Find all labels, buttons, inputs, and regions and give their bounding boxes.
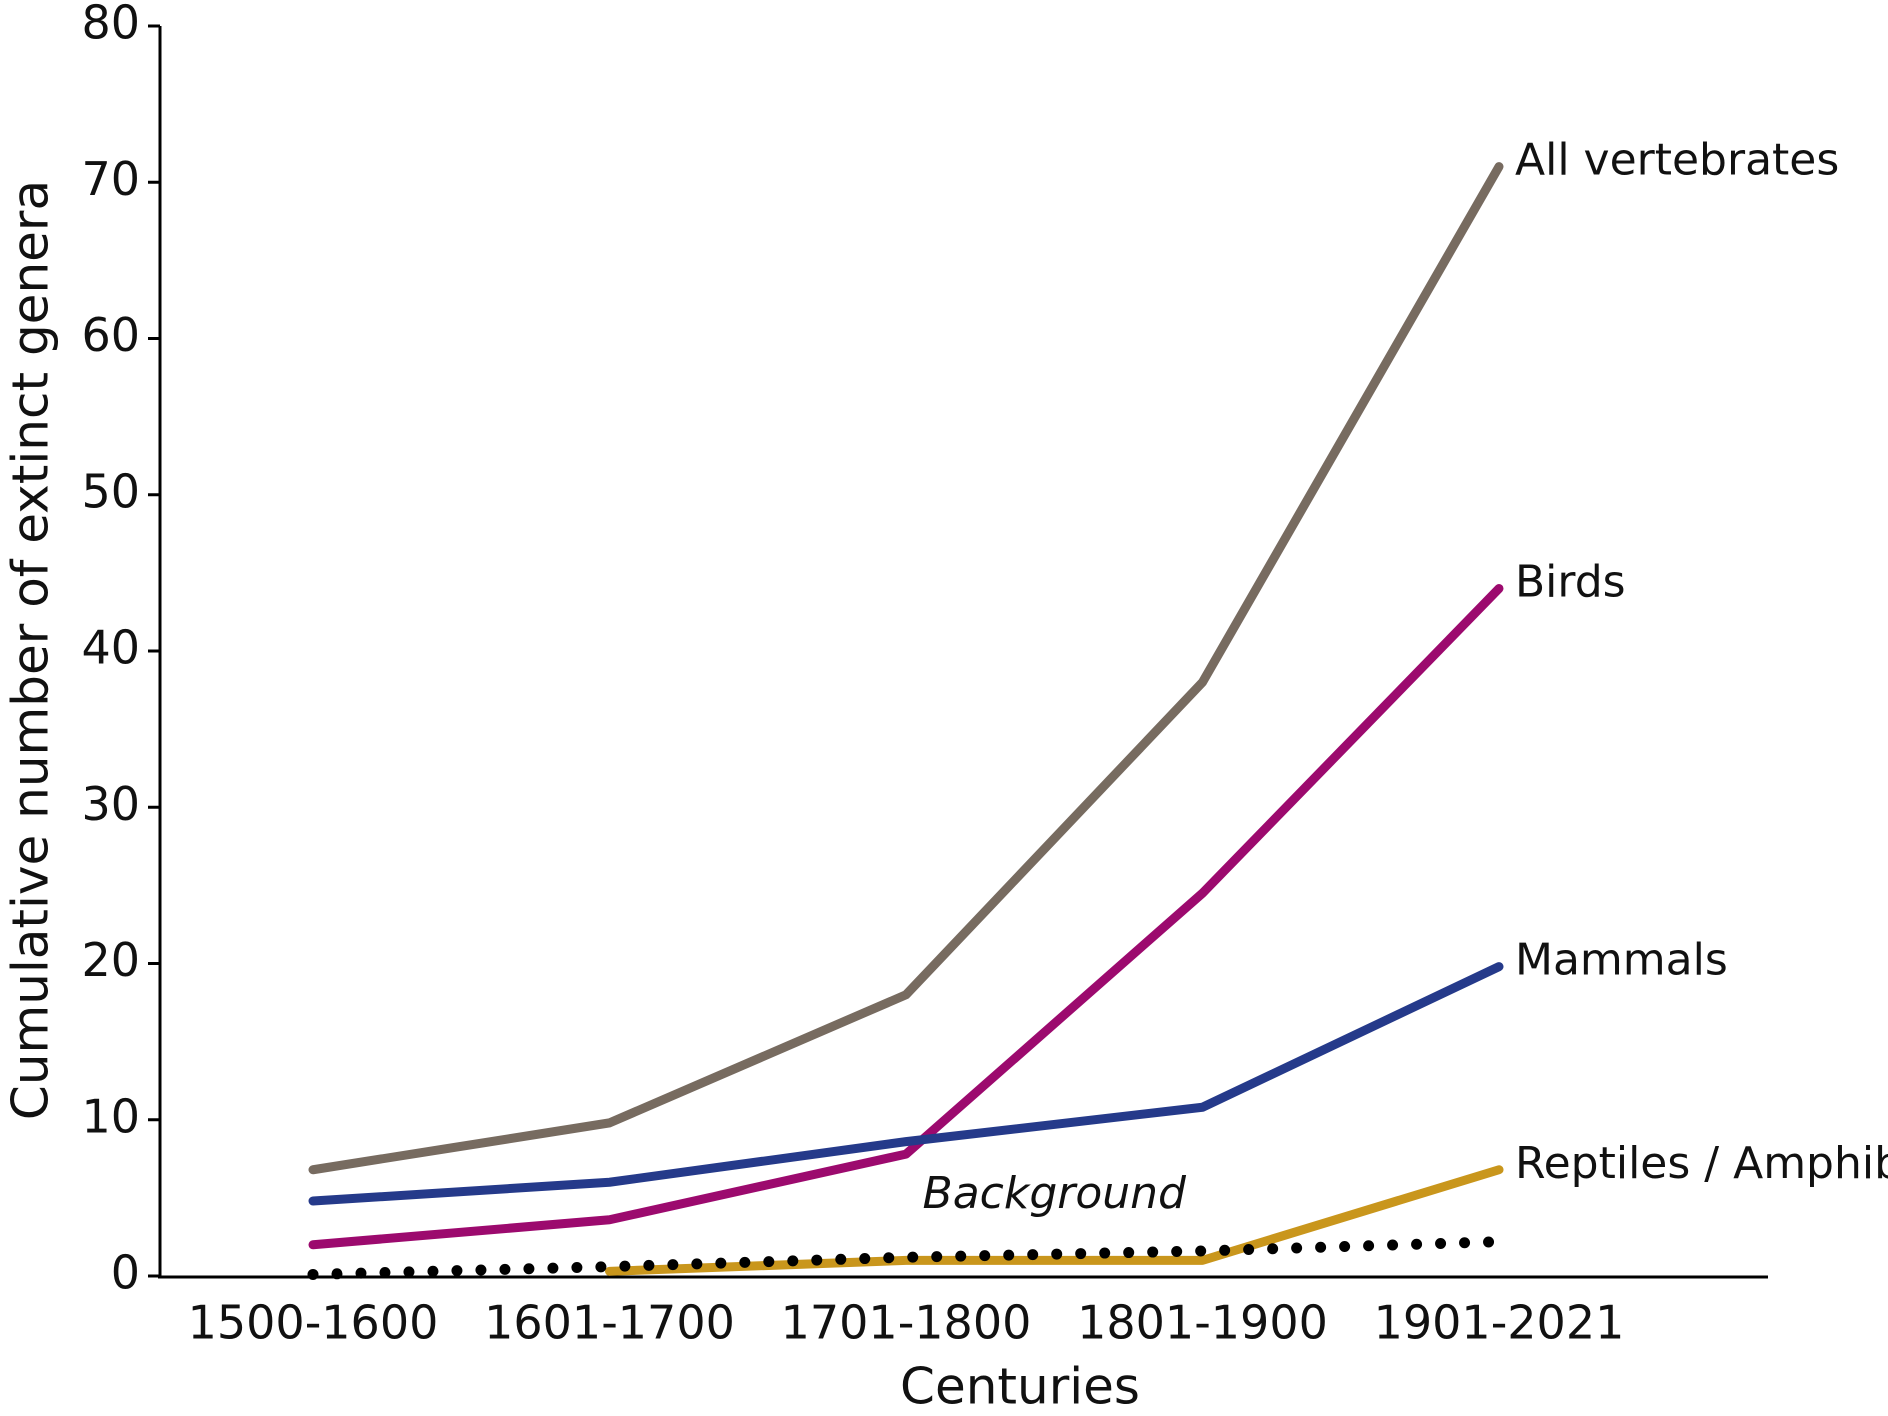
y-tick-label: 30 (81, 777, 140, 831)
series-label: Reptiles / Amphibia (1515, 1138, 1888, 1189)
y-tick-label: 50 (81, 464, 140, 518)
series-line (307, 1236, 1505, 1280)
series-line (308, 162, 1504, 1175)
y-tick-label: 40 (81, 621, 140, 675)
series-line (605, 1165, 1504, 1276)
x-tick-label: 1701-1800 (781, 1296, 1032, 1350)
y-tick-label: 20 (81, 933, 140, 987)
series-label: Background (923, 1168, 1188, 1219)
x-tick-label: 1901-2021 (1374, 1296, 1625, 1350)
series-line (308, 584, 1504, 1250)
y-tick-label: 60 (81, 308, 140, 362)
y-tick-label: 70 (81, 152, 140, 206)
series-label: All vertebrates (1515, 135, 1839, 186)
series-line (308, 962, 1504, 1206)
y-tick-label: 0 (111, 1246, 140, 1300)
series-label: Birds (1515, 557, 1626, 608)
series-label: Mammals (1515, 935, 1728, 986)
y-tick-label: 10 (81, 1089, 140, 1143)
y-axis-title: Cumulative number of extinct genera (2, 180, 60, 1120)
x-tick-label: 1801-1900 (1077, 1296, 1328, 1350)
x-tick-label: 1601-1700 (484, 1296, 735, 1350)
x-axis-title: Centuries (900, 1358, 1140, 1416)
y-tick-label: 80 (81, 0, 140, 50)
x-tick-label: 1500-1600 (188, 1296, 439, 1350)
